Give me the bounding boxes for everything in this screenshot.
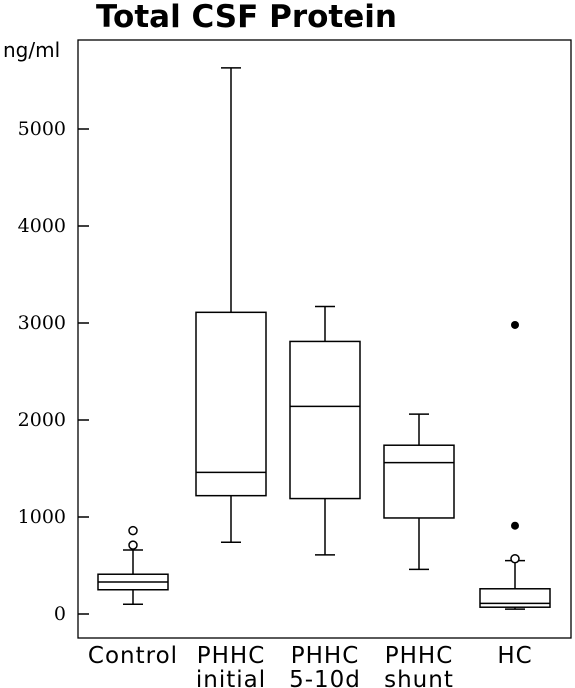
iqr-box: [383, 444, 455, 519]
y-tick-label: 3000: [18, 312, 66, 334]
plot-frame: [77, 39, 572, 639]
x-tick-label: PHHC: [385, 643, 454, 669]
x-tick-label: HC: [497, 643, 532, 669]
outlier-open-point: [510, 553, 520, 564]
y-tick-label: 4000: [18, 215, 66, 237]
x-tick-label: 5-10d: [289, 667, 361, 688]
outlier-filled-point: [511, 521, 519, 530]
y-axis-unit-label: ng/ml: [3, 38, 60, 62]
x-tick-label: initial: [196, 667, 266, 688]
box-series: [97, 67, 551, 610]
chart-title: Total CSF Protein: [96, 0, 397, 35]
x-tick-label: Control: [88, 643, 178, 669]
y-tick-label: 0: [54, 603, 66, 625]
outlier-open-point: [128, 540, 138, 550]
y-tick-label: 2000: [18, 409, 66, 431]
box-1: [97, 525, 169, 606]
box-4: [383, 413, 455, 571]
x-tick-label: PHHC: [291, 643, 360, 669]
y-axis: 0 1000 2000 3000 4000 5000: [18, 118, 89, 625]
box-2: [195, 67, 267, 543]
box-5: [479, 320, 551, 610]
box-3: [289, 305, 361, 556]
iqr-box: [289, 340, 361, 500]
y-tick-label: 5000: [18, 118, 66, 140]
outlier-open-point: [128, 525, 138, 536]
y-tick-label: 1000: [18, 506, 66, 528]
iqr-box: [479, 588, 551, 608]
x-tick-label: PHHC: [197, 643, 266, 669]
outlier-filled-point: [511, 320, 519, 329]
iqr-box: [195, 311, 267, 497]
x-tick-label: shunt: [384, 667, 454, 688]
